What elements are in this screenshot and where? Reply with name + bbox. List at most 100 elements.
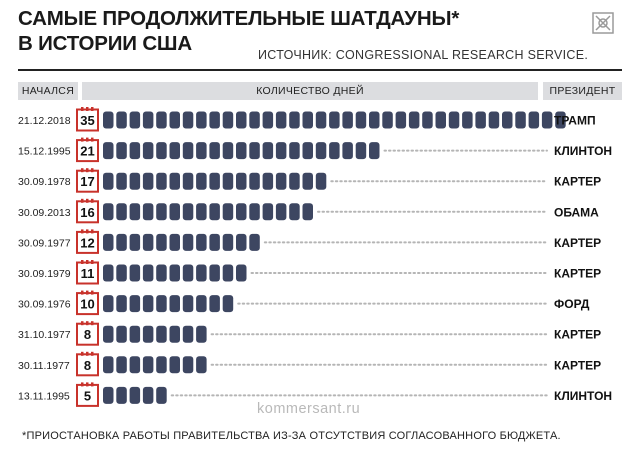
calendar-ring <box>91 351 94 356</box>
day-segment <box>355 111 367 129</box>
day-segment <box>129 111 141 129</box>
day-segment <box>209 142 220 160</box>
days-label: 8 <box>84 327 91 342</box>
day-segment <box>156 172 167 190</box>
source-note: ИСТОЧНИК: CONGRESSIONAL RESEARCH SERVICE… <box>258 48 589 62</box>
day-segment <box>182 111 194 129</box>
calendar-ring <box>81 351 84 356</box>
title-line-1: САМЫЕ ПРОДОЛЖИТЕЛЬНЫЕ ШАТДАУНЫ* <box>18 7 460 30</box>
day-segment <box>116 142 127 160</box>
day-segment <box>196 356 207 374</box>
calendar-ring <box>86 290 89 295</box>
day-segment <box>142 172 154 190</box>
day-segment <box>169 203 180 221</box>
day-segment <box>236 142 247 160</box>
day-segment <box>156 233 167 251</box>
day-segment <box>435 111 446 129</box>
day-segment <box>156 203 167 221</box>
day-segment <box>302 142 313 160</box>
day-segment <box>462 111 473 129</box>
calendar-ring <box>86 351 89 356</box>
day-segment <box>116 295 127 313</box>
bar-row-3: 30.09.1978 17 КАРТЕР <box>18 168 601 193</box>
day-segment <box>541 111 553 129</box>
calendar-ring <box>91 229 94 234</box>
day-segment <box>315 111 327 129</box>
day-segment <box>448 111 460 129</box>
day-segment <box>116 264 127 282</box>
days-label: 5 <box>84 388 91 403</box>
start-date: 15.12.1995 <box>18 146 71 158</box>
watermark: kommersant.ru <box>257 401 361 417</box>
day-segment <box>222 203 234 221</box>
calendar-ring <box>81 382 84 387</box>
start-date: 30.11.1977 <box>18 360 70 372</box>
calendar-ring <box>81 260 84 264</box>
day-segment <box>209 264 220 282</box>
day-segment <box>156 386 167 404</box>
day-segment <box>369 111 380 129</box>
day-segment <box>196 142 207 160</box>
day-segment <box>289 172 300 190</box>
day-segment <box>222 172 234 190</box>
day-segment <box>289 203 300 221</box>
calendar-ring <box>81 321 84 326</box>
president-label: ТРАМП <box>554 114 596 128</box>
calendar-ring <box>91 137 94 142</box>
header-president: ПРЕЗИДЕНТ <box>543 82 622 100</box>
days-label: 8 <box>84 358 91 373</box>
calendar-ring <box>86 321 89 326</box>
day-segment <box>408 111 420 129</box>
day-segment <box>129 295 141 313</box>
day-segment <box>103 203 114 221</box>
calendar-ring <box>86 260 89 264</box>
bar-row-1: 21.12.2018 35 ТРАМП <box>18 107 596 132</box>
calendar-ring <box>91 260 94 264</box>
day-segment <box>116 325 127 343</box>
day-segment <box>196 172 207 190</box>
day-segment <box>555 111 566 129</box>
day-segment <box>355 142 367 160</box>
day-segment <box>103 111 114 129</box>
day-segment <box>129 233 141 251</box>
president-label: ОБАМА <box>554 205 599 219</box>
calendar-ring <box>86 198 89 203</box>
day-segment <box>142 233 154 251</box>
start-date: 30.09.1978 <box>18 176 71 188</box>
day-segment <box>103 295 114 313</box>
footnote: *ПРИОСТАНОВКА РАБОТЫ ПРАВИТЕЛЬСТВА ИЗ-ЗА… <box>22 430 561 442</box>
day-segment <box>196 203 207 221</box>
days-label: 10 <box>80 297 94 312</box>
chart-title: САМЫЕ ПРОДОЛЖИТЕЛЬНЫЕ ШАТДАУНЫ* В ИСТОРИ… <box>18 6 459 56</box>
day-segment <box>169 295 180 313</box>
day-segment <box>382 111 393 129</box>
day-segment <box>329 111 340 129</box>
president-label: ФОРД <box>554 297 590 311</box>
calendar-ring <box>86 137 89 142</box>
day-segment <box>342 142 353 160</box>
calendar-ring <box>91 321 94 326</box>
day-segment <box>249 142 260 160</box>
start-date: 31.10.1977 <box>18 329 71 341</box>
president-label: КЛИНТОН <box>554 144 612 158</box>
day-segment <box>275 203 287 221</box>
day-segment <box>182 142 194 160</box>
day-segment <box>475 111 486 129</box>
calendar-ring <box>81 229 84 234</box>
day-segment <box>209 203 220 221</box>
title-line-2: В ИСТОРИИ США <box>18 32 192 55</box>
day-segment <box>502 111 513 129</box>
day-segment <box>182 203 194 221</box>
day-segment <box>196 325 207 343</box>
day-segment <box>116 111 127 129</box>
president-label: КАРТЕР <box>554 358 601 372</box>
day-segment <box>262 203 274 221</box>
calendar-ring <box>81 107 84 111</box>
day-segment <box>156 325 167 343</box>
day-segment <box>209 233 220 251</box>
president-label: КАРТЕР <box>554 175 601 189</box>
day-segment <box>103 172 114 190</box>
calendar-ring <box>91 382 94 387</box>
day-segment <box>103 233 114 251</box>
day-segment <box>302 172 313 190</box>
